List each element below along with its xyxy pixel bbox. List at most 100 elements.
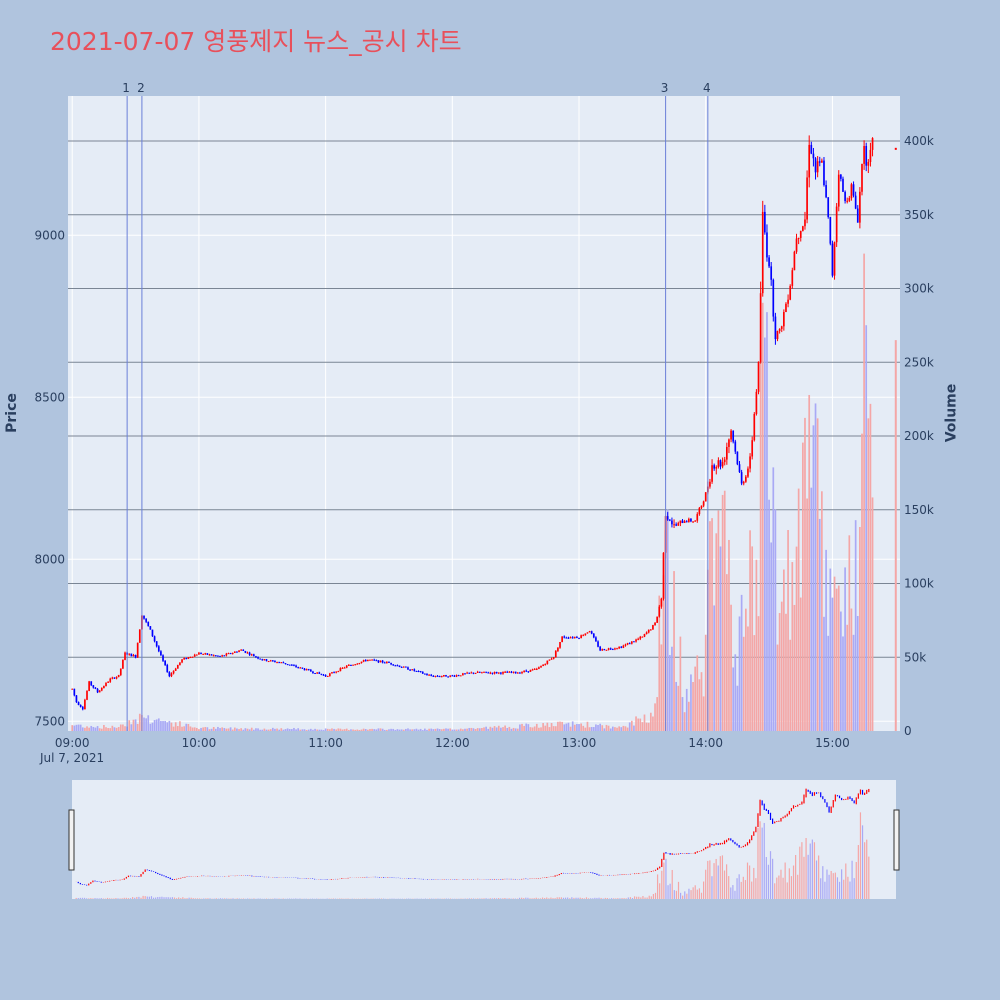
candle-body: [814, 158, 817, 173]
slider-volume-bar: [146, 896, 148, 899]
volume-bar: [333, 728, 335, 731]
candle-body: [785, 303, 787, 313]
candle-body: [569, 637, 572, 639]
candle-body: [609, 648, 612, 650]
slider-volume-bar: [190, 897, 192, 899]
volume-bar: [170, 722, 173, 731]
slider-volume-bar: [92, 898, 94, 899]
candle-body: [329, 673, 331, 676]
candle-body: [282, 662, 285, 664]
candle-body: [309, 669, 312, 672]
volume-bar: [590, 726, 593, 731]
candle-body: [641, 636, 644, 638]
candle-body: [225, 653, 228, 656]
candle-body: [713, 465, 716, 469]
volume-bar: [265, 729, 268, 731]
slider-volume-bar: [81, 897, 84, 899]
slider-volume-bar: [686, 893, 688, 899]
slider-volume-bar: [533, 898, 535, 899]
candle-body: [871, 138, 874, 150]
candle-body: [449, 675, 452, 677]
volume-bar: [276, 728, 278, 731]
candle-body: [170, 673, 173, 677]
candle-body: [111, 677, 114, 679]
volume-bar: [797, 488, 800, 731]
candle-body: [286, 664, 289, 666]
volume-bar: [320, 729, 323, 731]
candle-body: [92, 685, 95, 688]
volume-bar: [485, 726, 487, 731]
candle-body: [649, 629, 652, 631]
slider-volume-bar: [594, 897, 596, 899]
candle-body: [842, 178, 844, 192]
volume-bar: [783, 569, 785, 731]
candle-body: [451, 675, 454, 677]
slider-volume-bar: [196, 898, 199, 899]
candle-body: [742, 481, 745, 484]
slider-volume-bar: [845, 863, 847, 899]
volume-bar: [869, 403, 872, 731]
slider-volume-bar: [159, 896, 161, 899]
volume-bar: [825, 549, 827, 731]
slider-volume-bar: [140, 897, 142, 899]
candle-body: [559, 641, 561, 648]
volume-bar: [774, 509, 777, 731]
candle-body: [519, 672, 521, 674]
candle-body: [415, 670, 418, 672]
volume-bar: [495, 727, 498, 731]
candle-body: [303, 668, 306, 671]
volume-bar: [679, 636, 682, 731]
volume-bar: [246, 728, 249, 731]
volume-bar: [462, 729, 464, 731]
volume-bar: [622, 725, 625, 731]
volume-bars: [71, 253, 897, 731]
slider-volume-bar: [801, 842, 803, 899]
candle-body: [250, 654, 253, 656]
candle-body: [597, 641, 599, 647]
candle-body: [620, 646, 623, 648]
volume-bar: [214, 728, 217, 731]
volume-bar: [662, 575, 665, 731]
candle-body: [618, 646, 620, 649]
candle-body: [702, 501, 705, 506]
candle-body: [377, 660, 380, 663]
range-slider-left-handle[interactable]: [68, 809, 75, 871]
candle-body: [151, 629, 154, 637]
volume-bar: [193, 727, 196, 731]
candle-body: [394, 665, 397, 667]
volume-bar: [483, 727, 485, 731]
candle-body: [694, 520, 697, 522]
volume-bar: [859, 527, 861, 731]
volume-bar: [206, 727, 209, 731]
candle-body: [668, 519, 671, 521]
slider-volume-bar: [144, 896, 146, 899]
volume-bar: [191, 727, 194, 731]
candle-body: [267, 661, 270, 663]
volume-bar: [189, 726, 192, 731]
slider-volume-bar: [224, 898, 226, 899]
candle-body: [352, 664, 354, 666]
volume-bar: [502, 727, 504, 731]
volume-bar: [620, 727, 623, 731]
slider-volume-bar: [772, 858, 774, 899]
volume-bar: [447, 728, 449, 731]
range-slider-right-handle[interactable]: [893, 809, 900, 871]
candle-body: [428, 674, 430, 676]
slider-volume-bar: [161, 896, 163, 899]
volume-bar: [318, 729, 321, 731]
volume-bar: [846, 624, 849, 731]
slider-volume-bar: [123, 897, 125, 899]
slider-volume-bar: [184, 898, 186, 899]
volume-bar: [810, 487, 813, 731]
volume-bar: [309, 728, 312, 731]
volume-bar: [301, 729, 304, 731]
candle-body: [821, 160, 823, 163]
slider-volume-bar: [155, 897, 157, 899]
slider-volume-bar: [809, 843, 811, 899]
volume-bar: [533, 726, 536, 731]
slider-volume-bar: [169, 897, 171, 899]
volume-bar: [711, 518, 713, 731]
volume-bar: [217, 726, 219, 731]
volume-bar: [856, 616, 859, 731]
